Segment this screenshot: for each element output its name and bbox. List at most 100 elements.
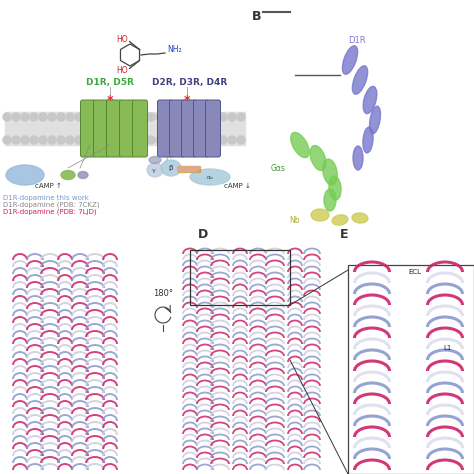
Ellipse shape (323, 159, 337, 185)
Ellipse shape (352, 213, 368, 223)
Circle shape (210, 136, 218, 144)
FancyBboxPatch shape (170, 100, 184, 157)
FancyBboxPatch shape (193, 100, 209, 157)
Circle shape (48, 136, 56, 144)
Text: β: β (169, 165, 173, 171)
Circle shape (237, 113, 245, 121)
Circle shape (165, 136, 173, 144)
Ellipse shape (190, 169, 230, 185)
FancyBboxPatch shape (182, 100, 197, 157)
Text: E: E (340, 228, 348, 241)
Circle shape (66, 136, 74, 144)
Circle shape (147, 136, 155, 144)
Text: B: B (252, 10, 262, 23)
Text: *: * (184, 93, 190, 107)
Circle shape (93, 136, 101, 144)
Text: D1R-dopamine (PDB: 7LJD): D1R-dopamine (PDB: 7LJD) (3, 209, 97, 215)
Ellipse shape (6, 165, 44, 185)
FancyBboxPatch shape (119, 100, 135, 157)
Circle shape (183, 113, 191, 121)
Circle shape (183, 166, 189, 172)
Text: γ: γ (152, 167, 156, 173)
Ellipse shape (310, 146, 326, 171)
Bar (348, 265, 474, 474)
Circle shape (138, 136, 146, 144)
Circle shape (120, 136, 128, 144)
Circle shape (174, 136, 182, 144)
Circle shape (129, 113, 137, 121)
Circle shape (84, 136, 92, 144)
Text: D: D (198, 228, 208, 241)
Circle shape (75, 136, 83, 144)
Circle shape (183, 136, 191, 144)
Text: 180°: 180° (153, 289, 173, 298)
Text: *: * (107, 93, 113, 107)
Circle shape (147, 113, 155, 121)
FancyBboxPatch shape (107, 100, 121, 157)
FancyBboxPatch shape (81, 100, 95, 157)
Circle shape (57, 113, 65, 121)
Bar (5, 112, 245, 145)
Circle shape (48, 113, 56, 121)
Circle shape (120, 113, 128, 121)
Ellipse shape (370, 106, 381, 134)
Circle shape (3, 136, 11, 144)
Circle shape (201, 136, 209, 144)
Circle shape (192, 136, 200, 144)
Circle shape (219, 113, 227, 121)
Circle shape (228, 136, 236, 144)
Circle shape (201, 113, 209, 121)
Ellipse shape (363, 86, 377, 114)
Circle shape (174, 113, 182, 121)
Circle shape (75, 113, 83, 121)
FancyBboxPatch shape (93, 100, 109, 157)
FancyBboxPatch shape (133, 100, 147, 157)
Text: Gαs: Gαs (271, 164, 285, 173)
Ellipse shape (342, 46, 357, 74)
Text: NH₂: NH₂ (167, 45, 182, 54)
Circle shape (111, 113, 119, 121)
Circle shape (39, 113, 47, 121)
Circle shape (12, 136, 20, 144)
Ellipse shape (61, 171, 75, 180)
Circle shape (219, 136, 227, 144)
Circle shape (102, 113, 110, 121)
Circle shape (165, 113, 173, 121)
FancyBboxPatch shape (157, 100, 173, 157)
Circle shape (93, 113, 101, 121)
Circle shape (156, 113, 164, 121)
Circle shape (30, 136, 38, 144)
Text: αᵢₒ: αᵢₒ (207, 174, 213, 180)
Ellipse shape (353, 146, 363, 170)
Text: HO: HO (116, 35, 128, 44)
Text: D1R, D5R: D1R, D5R (86, 78, 134, 86)
Circle shape (228, 113, 236, 121)
FancyBboxPatch shape (206, 100, 220, 157)
Circle shape (129, 136, 137, 144)
Circle shape (12, 113, 20, 121)
Text: cAMP ↑: cAMP ↑ (35, 183, 62, 189)
Circle shape (210, 113, 218, 121)
Circle shape (102, 136, 110, 144)
Circle shape (156, 136, 164, 144)
Text: ECL: ECL (409, 269, 421, 275)
Text: L1: L1 (444, 345, 452, 351)
Ellipse shape (311, 209, 329, 221)
Text: HO: HO (116, 66, 128, 75)
Ellipse shape (352, 66, 368, 94)
Circle shape (30, 113, 38, 121)
Circle shape (84, 113, 92, 121)
Ellipse shape (149, 156, 161, 164)
Bar (190, 250, 290, 305)
Ellipse shape (329, 176, 341, 200)
Circle shape (237, 136, 245, 144)
Circle shape (57, 136, 65, 144)
Ellipse shape (161, 160, 181, 176)
Circle shape (111, 136, 119, 144)
Text: cAMP ↓: cAMP ↓ (224, 183, 250, 189)
Bar (178, 166, 200, 172)
Ellipse shape (147, 163, 163, 177)
Circle shape (177, 166, 182, 172)
Text: D1R: D1R (348, 36, 365, 45)
Circle shape (193, 166, 199, 172)
